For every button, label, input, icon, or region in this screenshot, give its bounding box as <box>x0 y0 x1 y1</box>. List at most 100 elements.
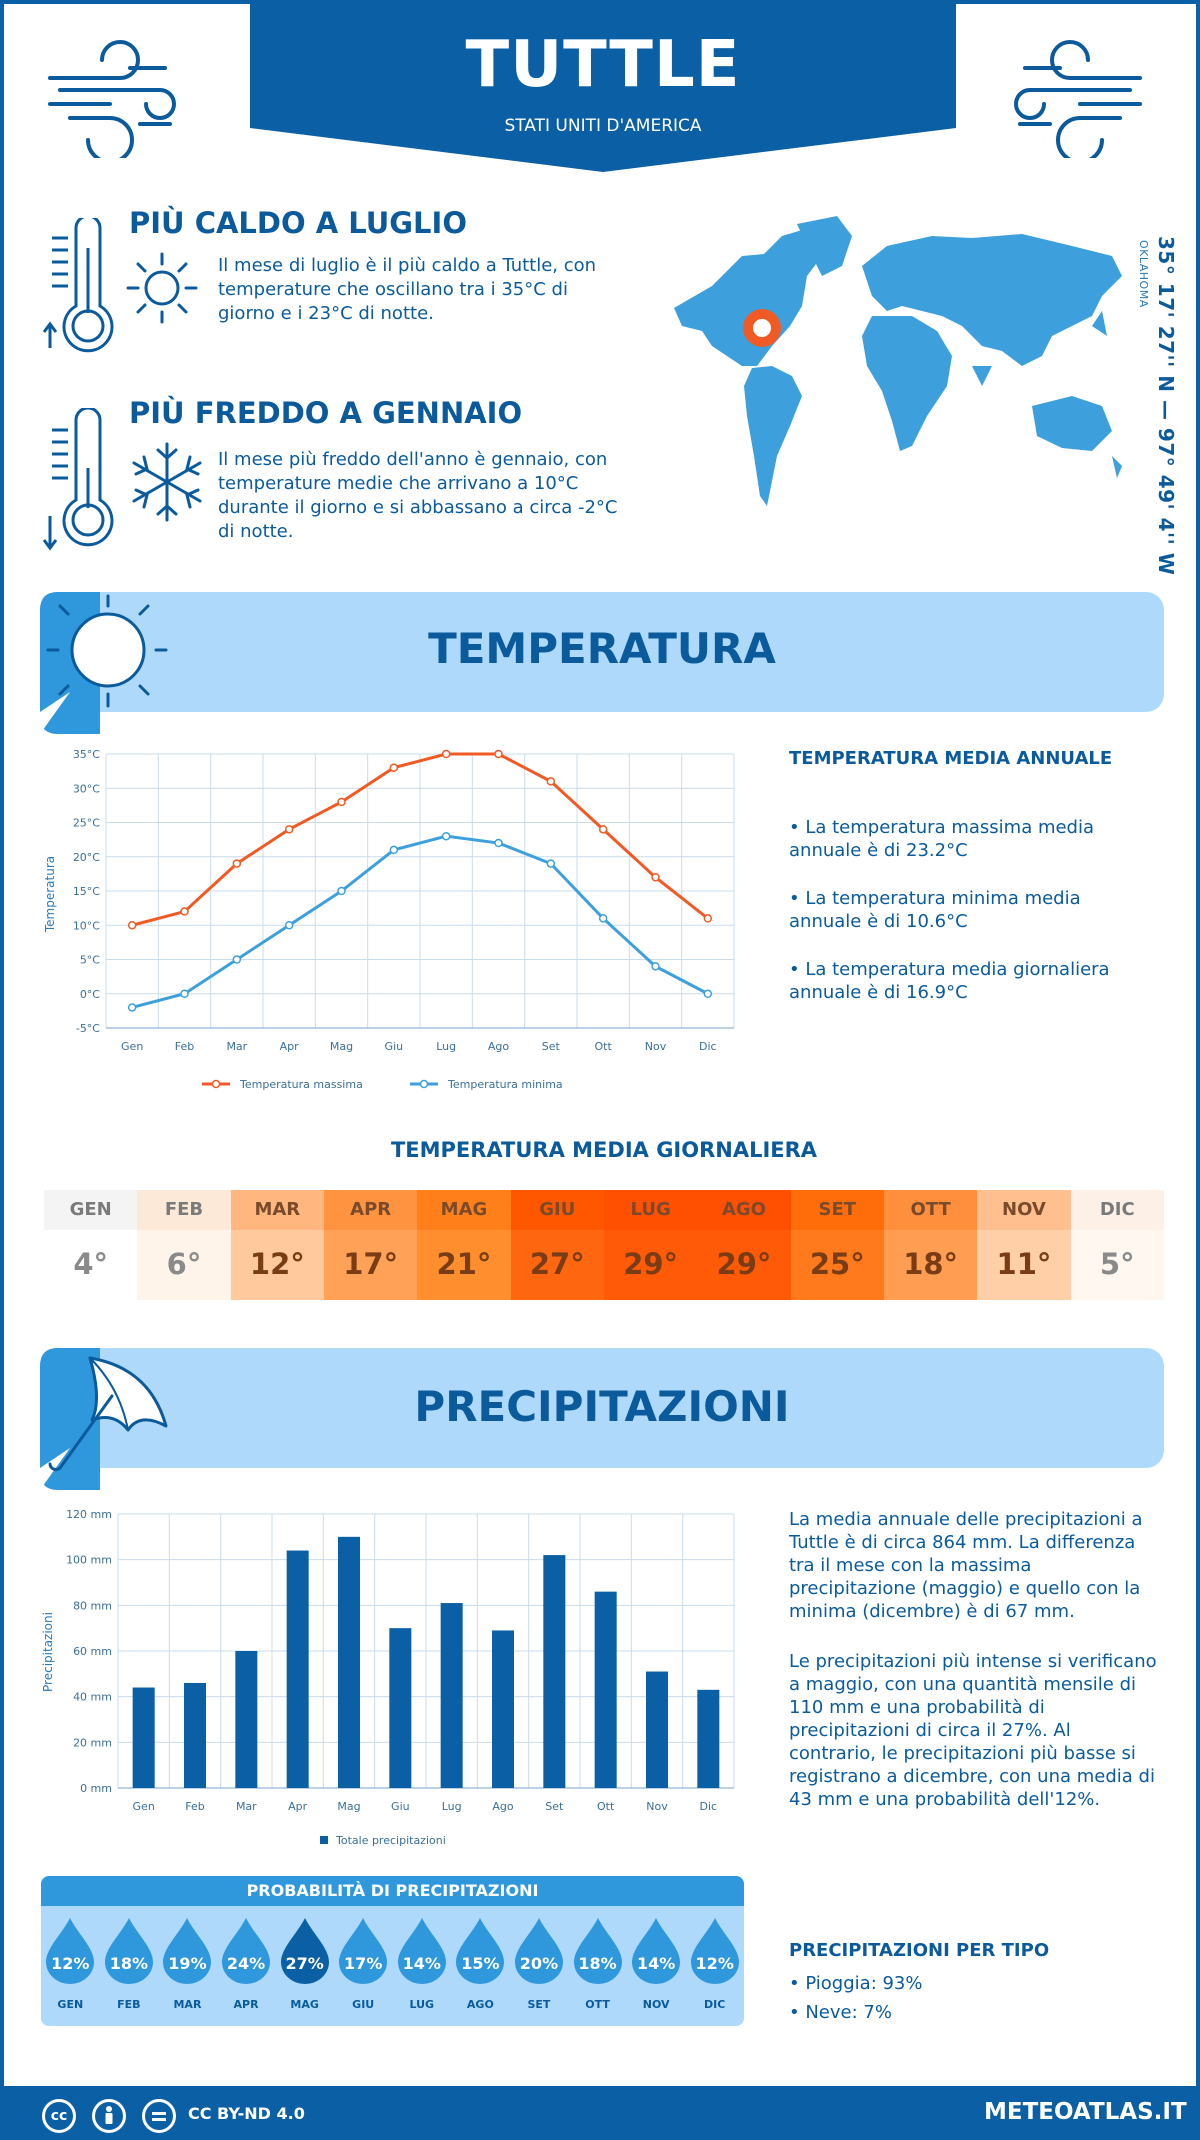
daily-temp-month: DIC <box>1070 1190 1164 1230</box>
precip-x-tick: Dic <box>700 1800 718 1813</box>
daily-temp-cell: MAG 21° <box>417 1190 511 1300</box>
temp-point <box>651 873 660 882</box>
daily-temp-value: 21° <box>417 1230 511 1300</box>
temp-point <box>232 955 242 964</box>
temp-x-tick: Gen <box>121 1040 143 1053</box>
precip-y-tick: 60 mm <box>73 1645 112 1658</box>
annual-temp-bullet-min: • La temperatura minima media annuale è … <box>789 888 1081 932</box>
daily-temp-cell: MAR 12° <box>230 1190 324 1300</box>
drop-icon <box>690 1918 739 1984</box>
drop-icon <box>46 1918 95 1984</box>
drop-icon <box>222 1918 271 1984</box>
probability-drops: 12% GEN 18% FEB 19% MAR 24% APR 27% MAG 17% GIU 14% L… <box>41 1906 744 2026</box>
precip-bar <box>184 1682 206 1788</box>
precip-x-tick: Ott <box>597 1800 615 1813</box>
daily-temp-month: AGO <box>697 1190 791 1230</box>
annual-temp-heading: TEMPERATURA MEDIA ANNUALE <box>789 748 1113 769</box>
legend-min: Temperatura minima <box>447 1078 563 1091</box>
drop-icon <box>514 1918 563 1984</box>
header-banner <box>250 0 956 172</box>
temp-point <box>389 845 399 855</box>
coordinates: 35° 17' 27'' N — 97° 49' 4'' W <box>1154 236 1178 576</box>
daily-temp-month: LUG <box>603 1190 698 1230</box>
temp-x-tick: Feb <box>175 1040 194 1053</box>
precip-type-rain: • Pioggia: 93% <box>789 1973 923 1994</box>
license-label: CC BY-ND 4.0 <box>188 2104 305 2123</box>
daily-temp-cell: DIC 5° <box>1070 1190 1164 1300</box>
temp-point <box>546 859 556 868</box>
daily-temp-cell: FEB 6° <box>137 1190 231 1300</box>
temp-x-tick: Mag <box>330 1040 353 1053</box>
wind-icon <box>1014 40 1142 158</box>
precipitation-y-axis-title: Precipitazioni <box>41 1612 55 1692</box>
drop-value: 19% <box>168 1954 207 1973</box>
world-map <box>674 216 1122 506</box>
daily-temp-cell: GEN 4° <box>44 1190 138 1300</box>
temp-point <box>127 1003 137 1012</box>
drop-icon <box>573 1918 622 1984</box>
temp-point <box>127 921 137 930</box>
temp-point <box>284 825 294 834</box>
drop-value: 17% <box>344 1954 383 1973</box>
daily-temp-cell: AGO 29° <box>697 1190 791 1300</box>
daily-temp-value: 4° <box>44 1230 138 1300</box>
daily-temp-row: GEN 4° FEB 6° MAR 12° APR 17° MAG 21° GIU 27° LUG 29°… <box>44 1190 1164 1300</box>
precip-bar <box>646 1671 668 1788</box>
precip-bar <box>338 1536 360 1788</box>
drop-month: OTT <box>585 1998 610 2011</box>
precip-y-tick: 120 mm <box>66 1508 112 1521</box>
daily-temp-value: 18° <box>883 1230 978 1300</box>
drop-value: 18% <box>109 1954 149 1973</box>
precip-bar <box>286 1550 309 1788</box>
temp-series-line-1 <box>131 834 709 1009</box>
daily-temp-cell: GIU 27° <box>510 1190 604 1300</box>
drop-icon <box>339 1918 388 1984</box>
precip-x-tick: Mag <box>337 1800 360 1813</box>
drop-icon <box>104 1918 153 1984</box>
temp-x-tick: Ago <box>488 1040 510 1053</box>
temp-point <box>598 914 608 923</box>
temp-point <box>651 962 660 971</box>
precipitation-banner <box>40 1348 1164 1468</box>
footer <box>0 2086 1200 2140</box>
temp-y-tick: 10°C <box>73 919 100 932</box>
temp-x-tick: Ott <box>595 1040 613 1053</box>
precip-bar <box>492 1630 514 1788</box>
temp-y-tick: 5°C <box>80 954 100 967</box>
daily-temp-value: 5° <box>1070 1230 1164 1300</box>
temp-point <box>703 989 713 998</box>
site-link[interactable]: METEOATLAS.IT <box>984 2099 1187 2125</box>
daily-temp-month: GEN <box>44 1190 138 1230</box>
daily-temp-month: APR <box>323 1190 418 1230</box>
precip-x-tick: Feb <box>185 1800 204 1813</box>
temp-y-tick: 15°C <box>73 885 100 898</box>
drop-value: 14% <box>402 1954 441 1973</box>
temp-x-tick: Lug <box>436 1040 456 1053</box>
drop-month: SET <box>527 1998 551 2011</box>
daily-temp-cell: LUG 29° <box>603 1190 698 1300</box>
precip-y-tick: 40 mm <box>73 1691 112 1704</box>
drop-month: AGO <box>466 1998 494 2011</box>
daily-temp-month: GIU <box>510 1190 604 1230</box>
precip-text-1: La media annuale delle precipitazioni a … <box>789 1509 1143 1622</box>
sun-icon <box>126 252 198 324</box>
daily-temp-cell: SET 25° <box>790 1190 884 1300</box>
coldest-text: Il mese più freddo dell'anno è gennaio, … <box>218 449 618 542</box>
country-label: STATI UNITI D'AMERICA <box>504 116 702 136</box>
daily-temp-cell: NOV 11° <box>977 1190 1071 1300</box>
daily-temp-value: 29° <box>603 1230 698 1300</box>
temp-x-tick: Apr <box>280 1040 300 1053</box>
precip-bar <box>440 1603 463 1788</box>
precip-x-tick: Apr <box>288 1800 308 1813</box>
temp-point <box>180 989 189 998</box>
drop-icon <box>397 1918 446 1984</box>
drop-month: MAG <box>290 1998 319 2011</box>
thermometer-hot-icon <box>42 218 114 353</box>
daily-temp-month: OTT <box>883 1190 978 1230</box>
drop-icon <box>280 1918 329 1984</box>
precip-type-snow: • Neve: 7% <box>789 2002 892 2023</box>
precip-bar <box>235 1651 258 1788</box>
temp-x-tick: Set <box>542 1040 561 1053</box>
precipitation-title: PRECIPITAZIONI <box>414 1382 790 1431</box>
drop-icon <box>456 1918 505 1984</box>
